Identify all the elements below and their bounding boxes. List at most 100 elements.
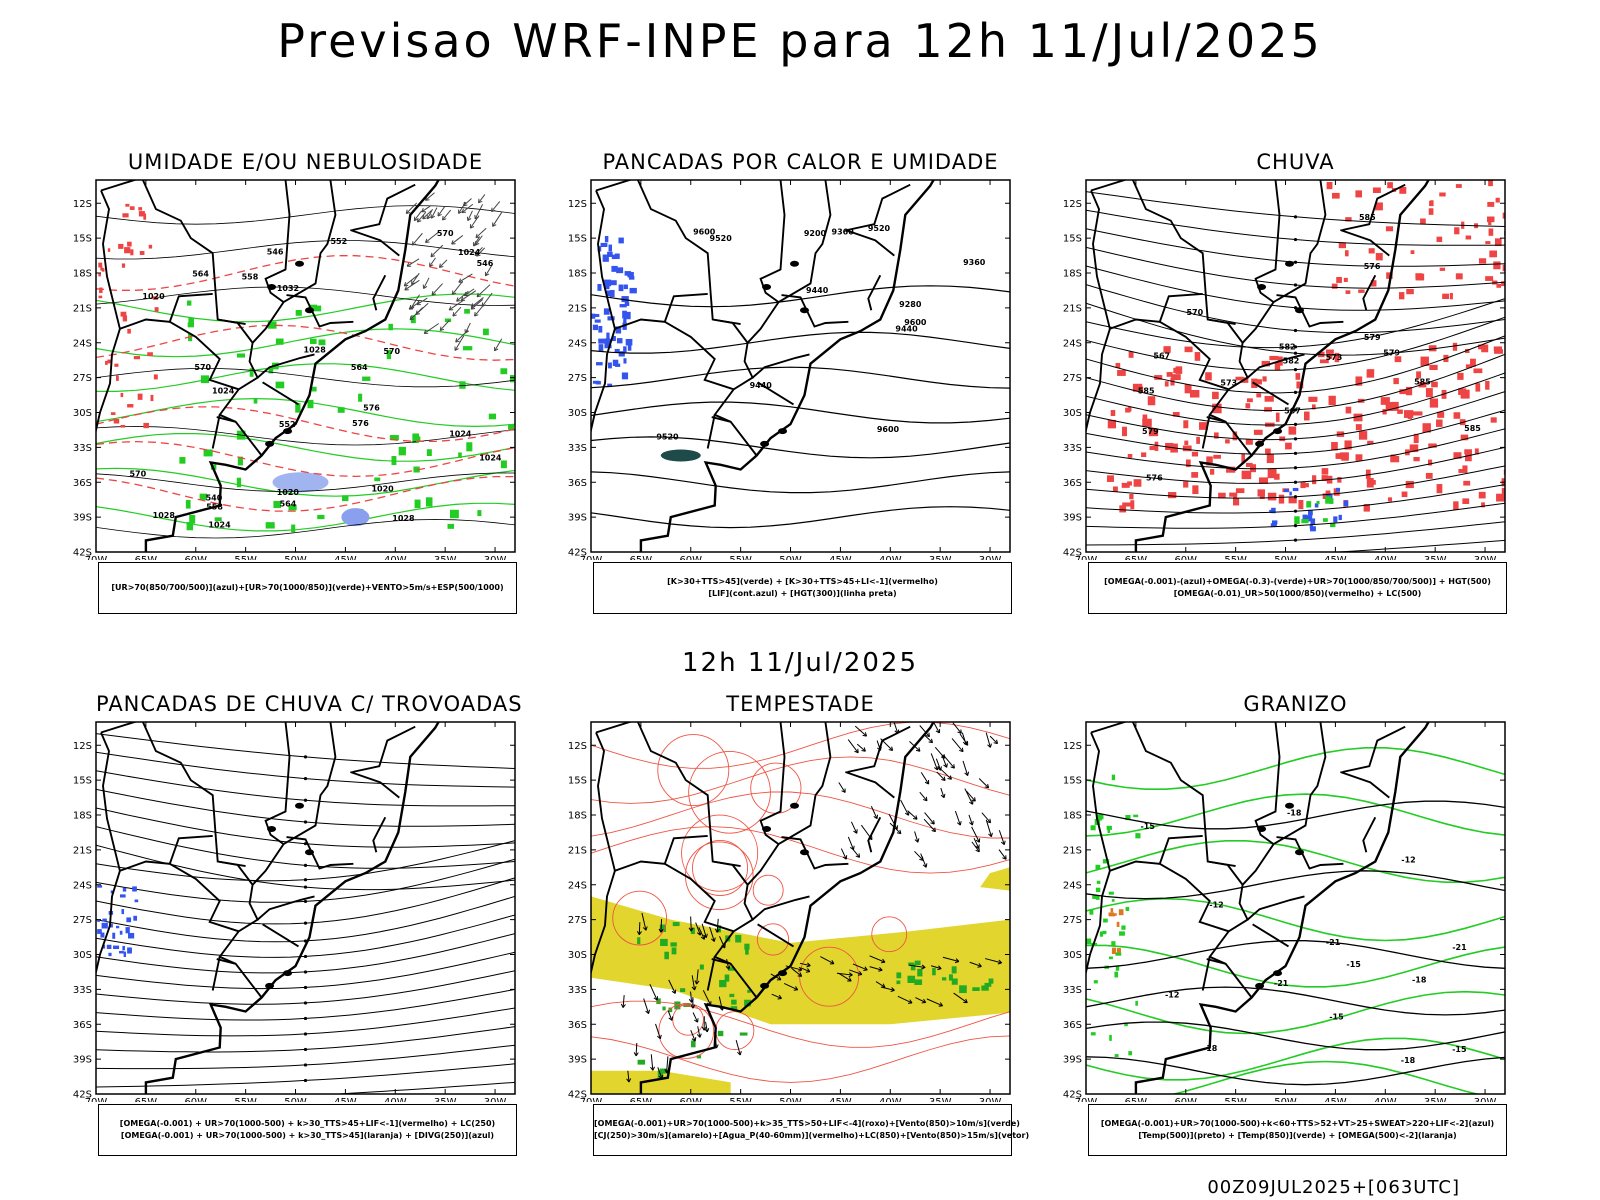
wind-vector-head — [964, 771, 970, 776]
lon-tick-label: 50W — [284, 555, 307, 560]
wind-vector-head — [993, 739, 999, 745]
wind-vector — [650, 1054, 654, 1071]
wind-vector-head — [448, 306, 454, 311]
forecast-time-subtitle: 12h 11/Jul/2025 — [682, 648, 918, 678]
lat-tick-label: 24S — [1063, 338, 1082, 349]
wind-850-area — [730, 1006, 738, 1010]
panel-legend: [OMEGA(-0.001)+UR>70(1000-500)+k<60+TTS>… — [1088, 1104, 1507, 1156]
wind-850-area — [680, 988, 686, 993]
humidity-low-level-area — [483, 328, 489, 336]
divergence-area — [116, 925, 120, 929]
state-border — [706, 956, 716, 991]
wind-850-area — [932, 967, 936, 976]
wind-vector — [416, 297, 428, 306]
rain-area — [1266, 453, 1274, 464]
rain-area — [1331, 283, 1338, 289]
wind-vector-head — [645, 1009, 650, 1015]
wind-vector — [690, 916, 692, 932]
wind-vector — [856, 743, 866, 752]
lif-blue-contour — [609, 289, 615, 298]
omega-blue-area — [1283, 488, 1289, 493]
rain-area — [1428, 208, 1434, 215]
state-border — [211, 414, 221, 449]
lat-tick-label: 30S — [73, 950, 92, 961]
wind-vector — [969, 961, 982, 967]
lif-blue-contour — [594, 319, 601, 323]
streamline-250 — [330, 1081, 515, 1094]
rain-area — [1391, 401, 1399, 411]
lif-blue-contour — [612, 359, 619, 366]
lat-tick-label: 36S — [1063, 1020, 1082, 1031]
wind-vector-head — [626, 1078, 632, 1083]
wind-vector — [492, 211, 503, 227]
panel-legend: [UR>70(850/700/500)](azul)+[UR>70(1000/8… — [98, 562, 517, 614]
panel-pancadas-calor: PANCADAS POR CALOR E UMIDADE 9600 9600 9520… — [555, 150, 1012, 626]
lif-blue-contour — [627, 344, 632, 351]
lif-blue-contour — [623, 358, 627, 364]
wind-vector — [926, 998, 943, 1007]
temp-850-noise — [1109, 1034, 1112, 1041]
rain-area — [1191, 472, 1199, 478]
wind-vector-head — [411, 241, 417, 246]
contour-label: 558 — [242, 273, 259, 282]
state-border — [100, 190, 213, 331]
wind-850-area — [659, 924, 666, 932]
rain-area — [1481, 502, 1485, 508]
wind-850-area — [896, 980, 901, 985]
humidity-low-level-area — [425, 497, 433, 507]
lif-blue-contour — [624, 301, 630, 306]
lif-blue-contour — [623, 284, 628, 290]
humidity-low-level-area — [414, 499, 421, 509]
temp-850-noise — [1092, 895, 1097, 899]
wind-vector — [417, 211, 427, 223]
map-umidade: 1020 1020 1024 1024 1028 1028 1032 1024 1020 1024… — [73, 179, 516, 560]
wind-vector-head — [880, 958, 886, 964]
lat-tick-label: 12S — [1063, 741, 1082, 752]
rain-area — [1406, 288, 1414, 295]
omega-blue-area — [1336, 487, 1341, 492]
map-content: 1020 1020 1024 1024 1028 1028 1032 1024 1020 1024… — [96, 180, 515, 552]
wind-vector — [448, 300, 464, 311]
contour-label: -21 — [1452, 943, 1467, 952]
thickness-noise — [110, 412, 116, 416]
legend-line: [CJ(250)>30m/s](amarelo)+[Agua_P(40-60mm… — [594, 1131, 1030, 1140]
wind-vector — [735, 1039, 741, 1056]
wind-vector — [989, 735, 998, 745]
contour-label: 582 — [1283, 356, 1300, 365]
wind-vector — [933, 722, 940, 734]
rain-area — [1279, 436, 1286, 442]
wind-vector-head — [776, 975, 782, 981]
wind-vector — [985, 732, 991, 748]
humidity-low-level-area — [388, 323, 393, 331]
rain-area — [1288, 426, 1297, 435]
lat-tick-label: 33S — [1063, 985, 1082, 996]
temp-850-noise — [1108, 891, 1114, 895]
humidity-low-level-area — [413, 466, 420, 473]
east-coastline — [144, 722, 447, 1094]
streamline-850 — [752, 874, 784, 906]
rain-area — [1167, 492, 1177, 499]
humidity-low-level-area — [450, 509, 459, 519]
rain-area — [1370, 280, 1377, 287]
wind-vector-head — [923, 796, 928, 802]
page-title: Previsao WRF-INPE para 12h 11/Jul/2025 — [277, 14, 1323, 68]
contour-label: 570 — [437, 229, 454, 238]
divergence-area — [97, 885, 103, 888]
rain-area — [1475, 383, 1481, 392]
rain-area — [1366, 477, 1374, 488]
wind-vector-head — [921, 998, 927, 1004]
state-border — [352, 183, 416, 231]
rain-area — [1311, 404, 1316, 410]
temp-850-contour — [1170, 1060, 1480, 1094]
wind-vector-head — [984, 783, 990, 789]
rain-area — [1117, 369, 1126, 376]
lake — [1255, 982, 1265, 989]
rain-area — [1478, 258, 1487, 264]
wind-vector — [953, 992, 968, 1004]
contour-label: 1028 — [392, 514, 415, 523]
map-border — [590, 179, 1011, 553]
lif-blue-contour — [607, 383, 613, 387]
lif-blue-contour — [606, 332, 610, 340]
panel-title: GRANIZO — [1243, 692, 1348, 716]
rain-area — [1214, 432, 1219, 439]
